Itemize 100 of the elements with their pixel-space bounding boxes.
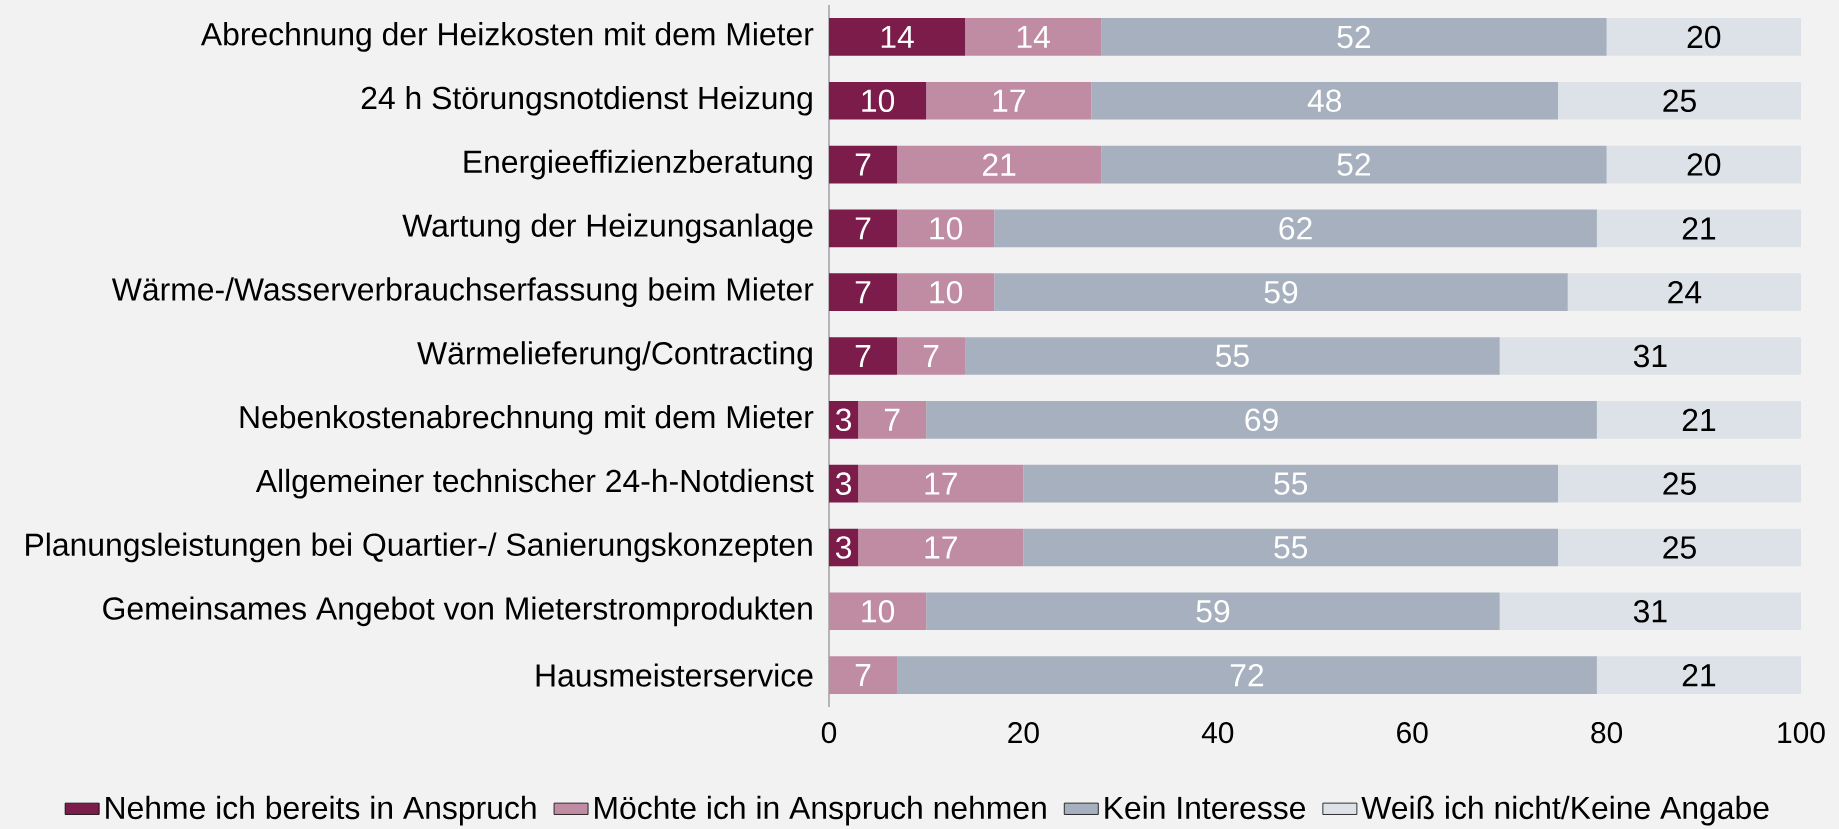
bar (858, 528, 1024, 567)
data-label: 10 (930, 280, 963, 304)
bar (994, 209, 1597, 248)
data-label: 20 (1687, 25, 1721, 49)
bar (829, 209, 898, 248)
data-label: 21 (982, 153, 1016, 176)
data-label: 59 (1264, 280, 1298, 304)
data-label: 21 (1682, 217, 1716, 240)
bar (1596, 656, 1802, 694)
data-label: 14 (1017, 25, 1050, 48)
data-label: 59 (1196, 599, 1230, 623)
x-tick-label: 0 (821, 722, 837, 744)
legend-label: Weiß ich nicht/Keine Angabe (1361, 795, 1769, 826)
data-label: 25 (1663, 89, 1696, 113)
bar (829, 592, 927, 631)
bar (1101, 18, 1607, 56)
x-tick-label: 40 (1201, 722, 1234, 744)
bar (1567, 273, 1802, 312)
y-tick-label: 24 h Störungsnotdienst Heizung (361, 85, 812, 116)
bar (897, 656, 1597, 694)
bar (829, 18, 966, 56)
y-tick-label: Gemeinsames Angebot von Mieterstromprodukten (103, 596, 812, 627)
legend-label: Möchte ich in Anspruch nehmen (595, 795, 1046, 826)
data-label: 7 (855, 217, 871, 240)
bar (926, 401, 1597, 439)
y-tick-label: Wartung der Heizungsanlage (402, 213, 813, 244)
bar (829, 656, 898, 694)
data-label: 21 (1682, 663, 1716, 687)
bar (829, 273, 898, 312)
bar (1596, 401, 1802, 439)
data-label: 69 (1245, 408, 1278, 432)
bar (1606, 145, 1802, 184)
bar (1101, 145, 1607, 184)
bar (1558, 464, 1802, 503)
data-label: 62 (1279, 217, 1312, 240)
data-label: 17 (993, 89, 1025, 112)
y-tick-label: Hausmeisterservice (536, 663, 813, 687)
x-tick-label: 100 (1778, 722, 1825, 744)
bar (1499, 592, 1802, 631)
data-label: 20 (1687, 153, 1721, 176)
y-tick-label: Energieeffizienzberatung (464, 149, 812, 180)
bar (829, 81, 927, 120)
bar (1606, 18, 1802, 56)
data-label: 10 (930, 217, 963, 240)
data-label: 17 (925, 472, 957, 495)
bar (897, 145, 1102, 184)
bar (829, 145, 898, 184)
bar (926, 592, 1500, 631)
x-tick-label: 20 (1008, 722, 1039, 744)
data-label: 55 (1274, 536, 1308, 559)
data-label: 48 (1307, 89, 1342, 113)
data-label: 31 (1633, 599, 1667, 623)
data-label: 3 (835, 408, 852, 432)
data-label: 7 (884, 408, 900, 431)
data-label: 14 (881, 25, 914, 48)
bar (1499, 337, 1802, 375)
data-label: 52 (1337, 25, 1371, 49)
bar (1558, 81, 1802, 120)
bar (858, 464, 1024, 503)
data-label: 3 (835, 536, 852, 559)
data-label: 72 (1230, 663, 1264, 687)
x-tick-label: 60 (1397, 722, 1428, 744)
data-label: 55 (1274, 472, 1308, 495)
bar (926, 81, 1092, 120)
data-label: 10 (862, 599, 895, 623)
y-tick-label: Allgemeiner technischer 24-h-Notdienst (255, 468, 814, 499)
data-label: 7 (855, 664, 871, 687)
bar (897, 273, 995, 312)
bar (1091, 81, 1559, 120)
data-label: 31 (1633, 344, 1667, 368)
y-tick-label: Planungsleistungen bei Quartier-/ Sanierungskonzepten (26, 532, 812, 563)
legend-label: Kein Interesse (1105, 795, 1306, 820)
data-label: 7 (923, 345, 939, 367)
y-tick-label: Nebenkostenabrechnung mit dem Mieter (240, 404, 814, 435)
x-tick-label: 80 (1591, 722, 1623, 744)
data-label: 25 (1663, 536, 1696, 559)
data-label: 7 (855, 345, 871, 367)
data-label: 21 (1682, 408, 1716, 431)
bar (1558, 528, 1802, 567)
data-label: 24 (1668, 281, 1702, 304)
bar (829, 337, 898, 375)
bar (1023, 464, 1559, 503)
bar (897, 337, 966, 375)
bar (965, 337, 1500, 375)
data-label: 25 (1663, 472, 1696, 495)
data-label: 7 (855, 281, 871, 304)
y-tick-label: Abrechnung der Heizkosten mit dem Mieter (200, 22, 814, 52)
data-label: 17 (925, 536, 957, 559)
data-label: 52 (1337, 153, 1371, 176)
bar (858, 401, 927, 439)
data-label: 7 (855, 153, 871, 176)
bar (1023, 528, 1559, 567)
bar (1596, 209, 1802, 248)
data-label: 10 (862, 89, 895, 113)
bar (994, 273, 1568, 312)
bar (965, 18, 1102, 56)
data-label: 3 (835, 472, 852, 495)
y-tick-label: Wärme-/Wasserverbrauchserfassung beim Mieter (111, 277, 814, 308)
bar (897, 209, 995, 248)
data-label: 55 (1215, 344, 1249, 368)
